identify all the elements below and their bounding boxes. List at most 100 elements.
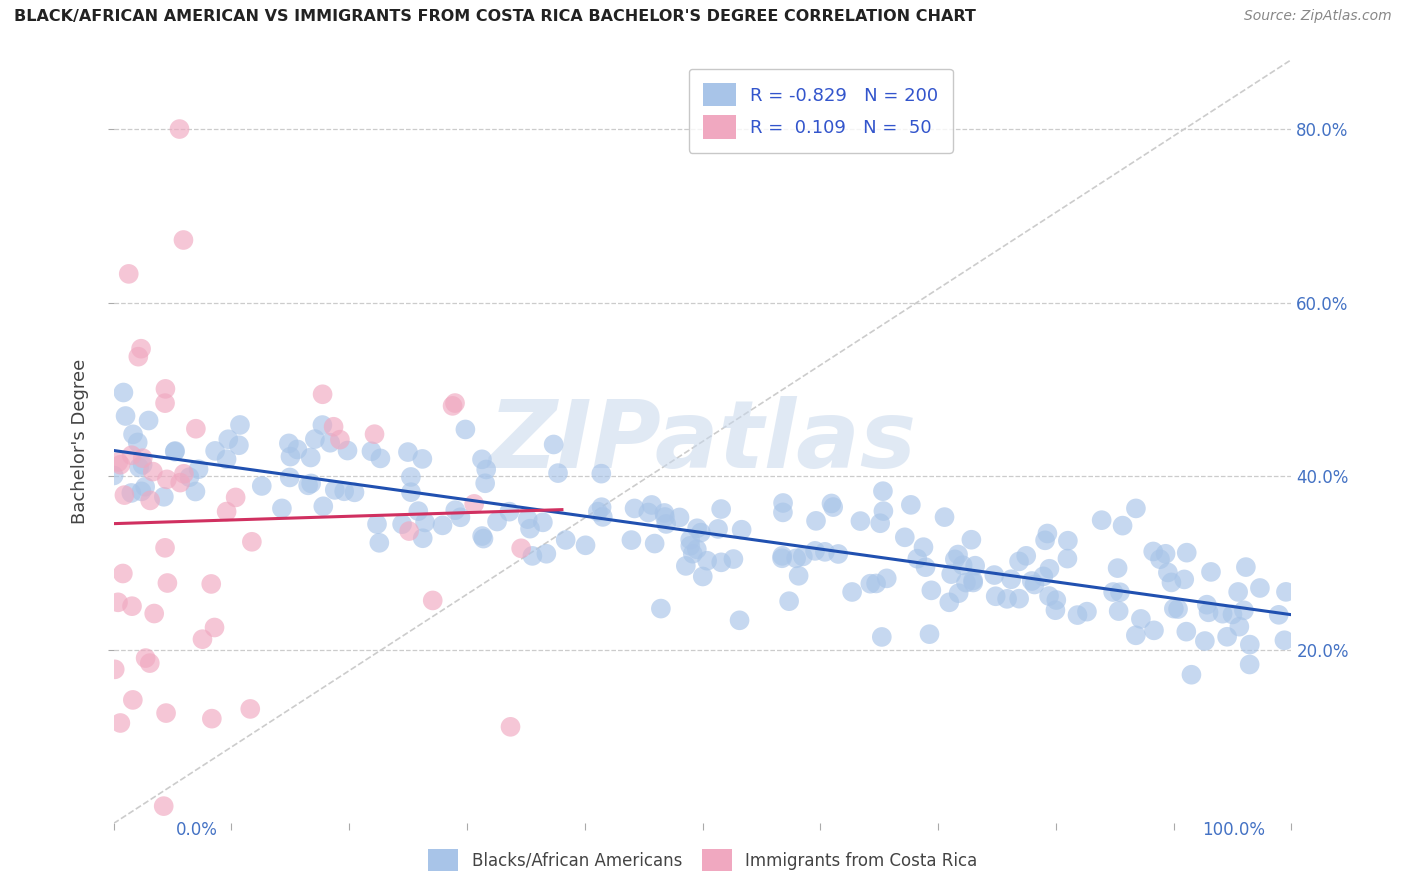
- Point: [668, 510, 690, 524]
- Point: [870, 630, 893, 644]
- Point: [849, 514, 872, 528]
- Point: [1275, 585, 1298, 599]
- Point: [132, 451, 155, 466]
- Point: [1175, 546, 1198, 560]
- Point: [169, 122, 191, 136]
- Point: [173, 467, 195, 481]
- Point: [1024, 577, 1046, 591]
- Point: [449, 510, 471, 524]
- Point: [1173, 573, 1195, 587]
- Point: [679, 533, 702, 547]
- Point: [1216, 630, 1239, 644]
- Point: [543, 437, 565, 451]
- Point: [960, 533, 983, 547]
- Point: [690, 525, 713, 540]
- Point: [1175, 624, 1198, 639]
- Point: [623, 501, 645, 516]
- Point: [499, 720, 522, 734]
- Point: [304, 432, 326, 446]
- Point: [823, 500, 845, 514]
- Point: [770, 551, 793, 566]
- Point: [412, 531, 434, 545]
- Point: [872, 504, 894, 518]
- Point: [804, 544, 827, 558]
- Point: [399, 485, 422, 500]
- Point: [250, 479, 273, 493]
- Point: [869, 516, 891, 531]
- Point: [1125, 628, 1147, 642]
- Text: 100.0%: 100.0%: [1202, 821, 1265, 838]
- Point: [441, 399, 464, 413]
- Text: ZIPatlas: ZIPatlas: [488, 395, 917, 488]
- Point: [329, 433, 352, 447]
- Point: [1045, 603, 1067, 617]
- Point: [297, 478, 319, 492]
- Point: [1038, 562, 1060, 576]
- Point: [984, 589, 1007, 603]
- Point: [156, 576, 179, 591]
- Point: [938, 595, 960, 609]
- Point: [112, 488, 135, 502]
- Point: [1195, 598, 1218, 612]
- Point: [1180, 667, 1202, 681]
- Point: [471, 529, 494, 543]
- Point: [641, 498, 664, 512]
- Point: [363, 427, 385, 442]
- Point: [785, 551, 807, 566]
- Point: [1227, 620, 1250, 634]
- Point: [920, 583, 942, 598]
- Point: [522, 549, 544, 563]
- Point: [859, 576, 882, 591]
- Point: [1066, 608, 1088, 623]
- Point: [156, 472, 179, 486]
- Point: [1109, 585, 1132, 599]
- Point: [644, 536, 666, 550]
- Point: [1222, 607, 1244, 622]
- Point: [1111, 518, 1133, 533]
- Point: [995, 591, 1018, 606]
- Point: [730, 523, 752, 537]
- Point: [398, 524, 420, 538]
- Legend: Blacks/African Americans, Immigrants from Costa Rica: Blacks/African Americans, Immigrants fro…: [420, 841, 986, 880]
- Point: [215, 504, 238, 518]
- Point: [311, 387, 333, 401]
- Point: [894, 530, 917, 544]
- Point: [1143, 624, 1166, 638]
- Point: [498, 505, 520, 519]
- Point: [510, 541, 533, 556]
- Point: [574, 538, 596, 552]
- Point: [591, 500, 613, 515]
- Point: [204, 620, 226, 634]
- Point: [1194, 634, 1216, 648]
- Point: [710, 502, 733, 516]
- Point: [772, 496, 794, 510]
- Point: [1045, 593, 1067, 607]
- Point: [474, 476, 496, 491]
- Point: [114, 409, 136, 423]
- Point: [962, 575, 984, 590]
- Point: [1015, 549, 1038, 563]
- Point: [814, 545, 837, 559]
- Point: [240, 534, 263, 549]
- Point: [229, 417, 252, 432]
- Point: [165, 444, 187, 458]
- Point: [121, 693, 143, 707]
- Point: [1239, 657, 1261, 672]
- Point: [121, 599, 143, 614]
- Point: [1125, 501, 1147, 516]
- Point: [941, 567, 963, 582]
- Point: [169, 475, 191, 490]
- Point: [411, 451, 433, 466]
- Point: [946, 548, 969, 562]
- Point: [285, 442, 308, 457]
- Point: [934, 510, 956, 524]
- Point: [1008, 554, 1031, 568]
- Point: [952, 558, 974, 573]
- Point: [787, 569, 810, 583]
- Point: [179, 470, 201, 484]
- Point: [201, 712, 224, 726]
- Point: [454, 422, 477, 436]
- Point: [110, 458, 132, 472]
- Point: [153, 396, 176, 410]
- Point: [1038, 589, 1060, 603]
